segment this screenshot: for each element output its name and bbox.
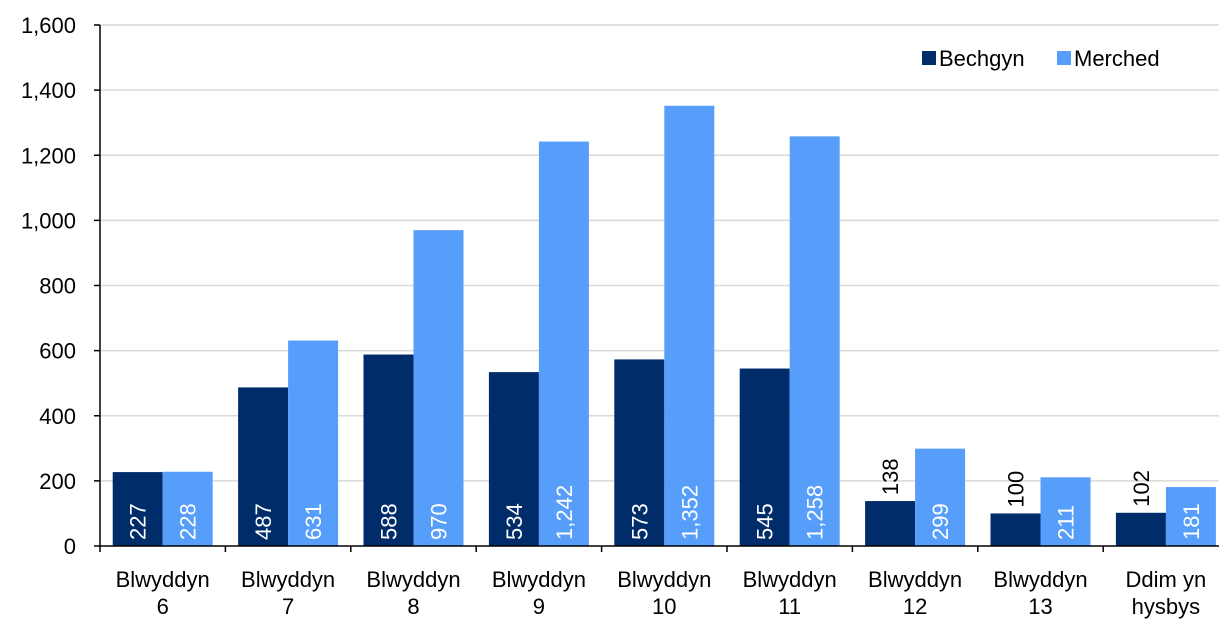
bar-bechgyn-9 xyxy=(1115,512,1166,546)
x-tick-label: 6 xyxy=(157,594,169,619)
x-tick-label: 9 xyxy=(533,594,545,619)
x-tick-label: 7 xyxy=(282,594,294,619)
y-tick-label: 1,000 xyxy=(21,208,76,233)
x-tick-label: 13 xyxy=(1028,594,1052,619)
x-tick-label: Blwyddyn xyxy=(492,567,586,592)
data-label-bechgyn-4: 534 xyxy=(502,503,527,540)
y-tick-label: 600 xyxy=(39,339,76,364)
data-label-merched-4: 1,242 xyxy=(552,485,577,540)
bar-bechgyn-2 xyxy=(238,387,289,546)
y-tick-label: 800 xyxy=(39,274,76,299)
data-label-merched-3: 970 xyxy=(427,503,452,540)
y-tick-label: 1,200 xyxy=(21,143,76,168)
data-label-bechgyn-7: 138 xyxy=(878,458,903,495)
y-tick-label: 1,600 xyxy=(21,13,76,38)
x-tick-label: Blwyddyn xyxy=(241,567,335,592)
x-tick-label: Ddim yn xyxy=(1126,567,1207,592)
x-tick-label: hysbys xyxy=(1132,594,1200,619)
legend-label-bechgyn: Bechgyn xyxy=(939,46,1025,71)
bar-bechgyn-6 xyxy=(739,368,790,546)
bar-bechgyn-7 xyxy=(865,501,916,546)
bar-merched-3 xyxy=(413,230,464,547)
bar-merched-7 xyxy=(915,448,966,546)
x-tick-label: Blwyddyn xyxy=(116,567,210,592)
y-tick-label: 400 xyxy=(39,404,76,429)
data-label-bechgyn-8: 100 xyxy=(1004,471,1029,508)
y-axis-tick-labels: 0 200 400 600 800 1,000 1,200 1,400 1,600 xyxy=(21,13,76,559)
x-tick-label: Blwyddyn xyxy=(868,567,962,592)
bar-bechgyn-5 xyxy=(614,359,665,546)
x-tick-label: Blwyddyn xyxy=(743,567,837,592)
data-label-bechgyn-2: 487 xyxy=(251,503,276,540)
data-label-bechgyn-5: 573 xyxy=(627,503,652,540)
bar-merched-5 xyxy=(664,105,715,546)
data-label-merched-5: 1,352 xyxy=(677,485,702,540)
data-label-bechgyn-1: 227 xyxy=(126,503,151,540)
x-tick-label: 8 xyxy=(407,594,419,619)
legend-swatch-bechgyn xyxy=(922,51,936,65)
bar-bechgyn-1 xyxy=(112,472,163,546)
data-label-merched-9: 181 xyxy=(1179,503,1204,540)
data-label-bechgyn-6: 545 xyxy=(753,503,778,540)
bar-merched-4 xyxy=(538,141,589,547)
data-labels: 227 487 588 534 573 545 138 100 102 228 631 970 1,24… xyxy=(126,458,1204,540)
data-label-merched-8: 211 xyxy=(1054,505,1079,540)
x-tick-label: 12 xyxy=(903,594,927,619)
axes xyxy=(94,24,1219,552)
bars xyxy=(112,105,1216,547)
legend-label-merched: Merched xyxy=(1074,46,1160,71)
y-tick-label: 0 xyxy=(64,534,76,559)
bar-bechgyn-8 xyxy=(990,513,1041,546)
x-tick-label: Blwyddyn xyxy=(993,567,1087,592)
bar-merched-6 xyxy=(789,136,840,546)
bar-bechgyn-4 xyxy=(488,372,539,546)
x-tick-label: 10 xyxy=(652,594,676,619)
x-tick-label: 11 xyxy=(778,594,801,619)
legend-swatch-merched xyxy=(1057,51,1071,65)
bar-merched-9 xyxy=(1165,487,1216,546)
bar-merched-8 xyxy=(1040,477,1091,546)
bar-merched-1 xyxy=(162,471,213,546)
data-label-merched-7: 299 xyxy=(928,503,953,540)
x-tick-label: Blwyddyn xyxy=(366,567,460,592)
y-tick-label: 200 xyxy=(39,469,76,494)
data-label-merched-2: 631 xyxy=(301,503,326,540)
x-tick-label: Blwyddyn xyxy=(617,567,711,592)
x-axis-tick-labels: Blwyddyn6Blwyddyn7Blwyddyn8Blwyddyn9Blwy… xyxy=(116,567,1207,619)
legend: Bechgyn Merched xyxy=(922,46,1160,71)
bar-merched-2 xyxy=(288,340,339,546)
data-label-merched-1: 228 xyxy=(176,503,201,540)
data-label-bechgyn-3: 588 xyxy=(377,503,402,540)
data-label-bechgyn-9: 102 xyxy=(1129,470,1154,507)
y-tick-label: 1,400 xyxy=(21,78,76,103)
bar-bechgyn-3 xyxy=(363,354,414,546)
data-label-merched-6: 1,258 xyxy=(803,485,828,540)
